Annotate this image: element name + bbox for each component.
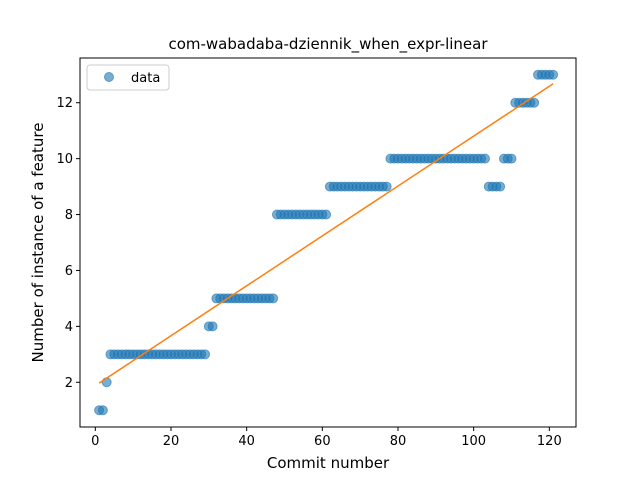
chart-title: com-wabadaba-dziennik_when_expr-linear (168, 35, 488, 54)
legend: data (86, 64, 170, 91)
data-point (506, 153, 517, 164)
data-point (381, 181, 392, 192)
y-axis-label: Number of instance of a feature (29, 123, 47, 363)
data-point (480, 153, 491, 164)
y-tick-label: 6 (65, 264, 73, 279)
data-point (268, 293, 279, 304)
y-tick-label: 12 (56, 96, 73, 111)
x-tick-label: 40 (238, 434, 255, 449)
y-tick-label: 8 (65, 208, 73, 223)
x-tick-label: 20 (163, 434, 180, 449)
trend-line (98, 83, 554, 384)
data-point (548, 69, 559, 80)
x-axis-label: Commit number (267, 454, 390, 472)
data-point (97, 405, 108, 416)
data-point (207, 321, 218, 332)
x-tick-label: 60 (314, 434, 331, 449)
y-tick-label: 4 (65, 320, 73, 335)
legend-label-data: data (131, 71, 160, 86)
x-tick-label: 120 (537, 434, 562, 449)
data-point (321, 209, 332, 220)
y-axis: 2 4 6 8 10 12 (56, 96, 80, 391)
y-tick-label: 2 (65, 376, 73, 391)
y-tick-label: 10 (56, 152, 73, 167)
legend-marker (104, 72, 114, 82)
plot-area (94, 69, 559, 416)
x-axis: 0 20 40 60 80 100 120 (91, 427, 562, 449)
data-point (529, 97, 540, 108)
x-tick-label: 0 (91, 434, 99, 449)
data-point (495, 181, 506, 192)
data-point (200, 349, 211, 360)
plot-frame (79, 57, 577, 428)
x-tick-label: 100 (461, 434, 486, 449)
x-tick-label: 80 (390, 434, 407, 449)
legend-box (86, 64, 170, 91)
data-point (101, 377, 112, 388)
